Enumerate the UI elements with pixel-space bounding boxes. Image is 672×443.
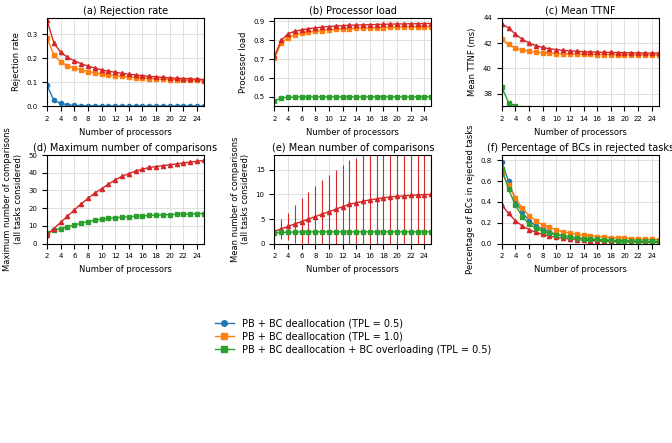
X-axis label: Number of processors: Number of processors <box>79 265 172 274</box>
Title: (d) Maximum number of comparisons: (d) Maximum number of comparisons <box>34 143 218 153</box>
Title: (c) Mean TTNF: (c) Mean TTNF <box>545 6 616 16</box>
X-axis label: Number of processors: Number of processors <box>534 128 626 136</box>
Title: (f) Percentage of BCs in rejected tasks: (f) Percentage of BCs in rejected tasks <box>487 143 672 153</box>
Y-axis label: Mean number of comparisons
(all tasks considered): Mean number of comparisons (all tasks co… <box>230 136 250 262</box>
X-axis label: Number of processors: Number of processors <box>306 128 399 136</box>
Y-axis label: Percentage of BCs in rejected tasks: Percentage of BCs in rejected tasks <box>466 124 475 274</box>
Title: (e) Mean number of comparisons: (e) Mean number of comparisons <box>271 143 434 153</box>
Legend: PB + BC deallocation (TPL = 0.5), PB + BC deallocation (TPL = 1.0), PB + BC deal: PB + BC deallocation (TPL = 0.5), PB + B… <box>214 319 491 354</box>
X-axis label: Number of processors: Number of processors <box>534 265 626 274</box>
Y-axis label: Rejection rate: Rejection rate <box>11 33 21 91</box>
Title: (b) Processor load: (b) Processor load <box>309 6 396 16</box>
X-axis label: Number of processors: Number of processors <box>306 265 399 274</box>
Title: (a) Rejection rate: (a) Rejection rate <box>83 6 168 16</box>
Y-axis label: Processor load: Processor load <box>239 31 248 93</box>
X-axis label: Number of processors: Number of processors <box>79 128 172 136</box>
Y-axis label: Maximum number of comparisons
(all tasks considered): Maximum number of comparisons (all tasks… <box>3 128 23 271</box>
Y-axis label: Mean TTNF (ms): Mean TTNF (ms) <box>468 28 478 96</box>
